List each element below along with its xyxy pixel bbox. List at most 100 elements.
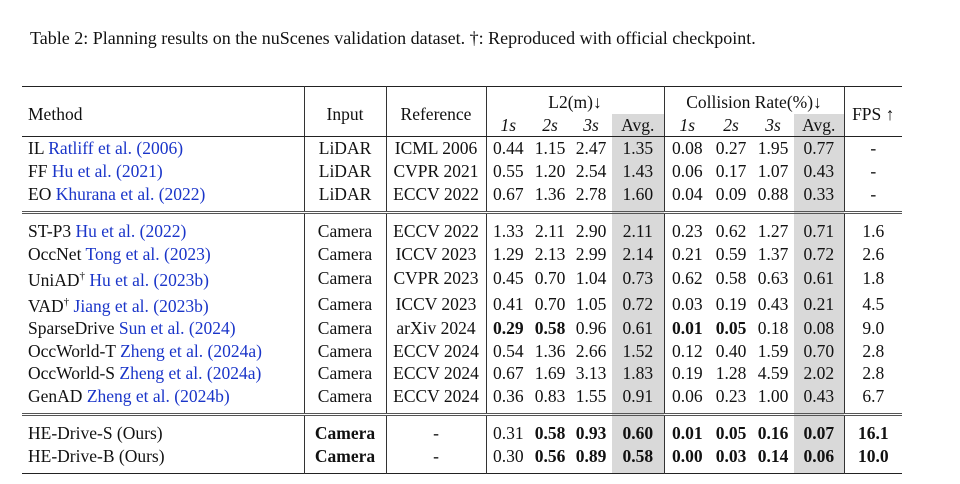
table-row: ST-P3 Hu et al. (2022) Camera ECCV 2022 1.3… — [22, 210, 902, 243]
header-l2: L2(m)↓ — [485, 86, 664, 114]
planning-results-table: Method Input Reference L2(m)↓ Collision … — [22, 86, 902, 475]
value-cell: 0.03 — [715, 446, 747, 467]
value-cell: 0.63 — [757, 268, 789, 289]
value-cell: 1.36 — [534, 183, 566, 204]
citation-link[interactable]: Ratliff et al. (2006) — [48, 138, 184, 159]
reference-cell: ECCV 2024 — [385, 362, 486, 385]
value-cell: 0.09 — [715, 183, 747, 204]
citation-link[interactable]: Hu et al. (2023b) — [89, 269, 209, 290]
method-name: OccWorld-S — [28, 363, 116, 384]
value-cell: 0.73 — [612, 265, 664, 291]
citation-link[interactable]: Zheng et al. (2024a) — [120, 340, 262, 361]
value-cell: 1.27 — [752, 210, 794, 243]
value-cell: 0.93 — [570, 413, 612, 445]
value-cell: 1.36 — [534, 340, 566, 361]
subheader-label: 2s — [723, 114, 739, 135]
method-cell: ST-P3 Hu et al. (2022) — [22, 210, 304, 243]
value-cell: 1.35 — [612, 136, 664, 160]
input-cell: Camera — [303, 413, 386, 445]
citation-link[interactable]: Hu et al. (2022) — [75, 221, 187, 242]
fps-cell: 4.5 — [843, 290, 902, 317]
citation-link[interactable]: Hu et al. (2021) — [51, 161, 163, 182]
value-cell: 0.21 — [794, 290, 844, 317]
value-cell: 0.21 — [663, 242, 710, 266]
value-cell: 0.62 — [710, 210, 752, 243]
method-cell: UniAD† Hu et al. (2023b) — [22, 265, 304, 291]
reference-cell: ECCV 2022 — [385, 210, 486, 243]
method-cell: GenAD Zheng et al. (2024b) — [22, 385, 304, 415]
value-cell: 0.70 — [794, 339, 844, 362]
citation-link[interactable]: Jiang et al. (2023b) — [73, 295, 209, 316]
value-cell: 1.05 — [575, 293, 607, 314]
value-cell: 4.59 — [757, 363, 789, 384]
method-cell: EO Khurana et al. (2022) — [22, 182, 304, 212]
subheader-3: Avg. — [612, 113, 664, 138]
reference-cell: - — [385, 413, 486, 445]
header-fps: FPS ↑ — [843, 86, 902, 138]
citation-link[interactable]: Khurana et al. (2022) — [55, 183, 206, 204]
reference-cell: - — [385, 444, 486, 474]
value-cell: 1.33 — [485, 210, 530, 243]
value-cell: 0.36 — [485, 384, 530, 415]
value-cell: 2.78 — [575, 183, 607, 204]
fps-cell: 2.8 — [843, 362, 902, 385]
fps-cell: 6.7 — [843, 384, 902, 415]
value-cell: 0.44 — [485, 136, 530, 160]
value-cell: 2.99 — [575, 243, 607, 264]
value-cell: 0.67 — [485, 362, 530, 385]
value-cell: 1.95 — [757, 138, 789, 159]
value-cell: 0.27 — [715, 138, 747, 159]
value-cell: 0.08 — [663, 136, 710, 160]
value-cell: 0.43 — [757, 293, 789, 314]
value-cell: 0.17 — [715, 161, 747, 182]
value-cell: 0.43 — [794, 159, 844, 183]
value-cell: 0.67 — [485, 182, 530, 213]
value-cell: 0.88 — [757, 183, 789, 204]
method-cell: OccWorld-S Zheng et al. (2024a) — [22, 362, 304, 385]
value-cell: 0.19 — [663, 362, 710, 385]
value-cell: 0.61 — [612, 316, 664, 340]
value-cell: 2.13 — [534, 243, 566, 264]
citation-link[interactable]: Tong et al. (2023) — [85, 243, 211, 264]
table-row: UniAD† Hu et al. (2023b) Camera CVPR 2023 0… — [22, 265, 902, 291]
value-cell: 0.70 — [534, 268, 566, 289]
method-name: UniAD — [28, 269, 80, 290]
value-cell: 2.14 — [612, 242, 664, 266]
value-cell: 1.04 — [575, 268, 607, 289]
table-row: GenAD Zheng et al. (2024b) Camera ECCV 202… — [22, 384, 902, 415]
value-cell: 0.91 — [612, 384, 664, 415]
reference-cell: ICCV 2023 — [385, 242, 486, 266]
value-cell: 0.83 — [534, 385, 566, 406]
input-cell: Camera — [303, 242, 386, 266]
table-row: VAD† Jiang et al. (2023b) Camera ICCV 2023… — [22, 290, 902, 317]
value-cell: 0.12 — [663, 339, 710, 362]
table-row: OccWorld-S Zheng et al. (2024a) Camera ECC… — [22, 362, 902, 385]
value-cell: 0.07 — [794, 413, 844, 445]
citation-link[interactable]: Sun et al. (2024) — [118, 318, 236, 339]
value-cell: 0.56 — [534, 446, 566, 467]
method-name: IL — [28, 138, 44, 159]
method-name: FF — [28, 161, 48, 182]
method-name: EO — [28, 183, 52, 204]
value-cell: 0.30 — [485, 444, 530, 474]
subheader-label: 3s — [583, 114, 599, 135]
value-cell: 0.89 — [575, 446, 607, 467]
value-cell: 0.70 — [534, 293, 566, 314]
value-cell: 1.28 — [715, 363, 747, 384]
value-cell: 0.06 — [794, 444, 844, 474]
value-cell: 0.05 — [715, 318, 747, 339]
value-cell: 0.05 — [710, 413, 752, 445]
value-cell: 0.16 — [752, 413, 794, 445]
method-cell: OccNet Tong et al. (2023) — [22, 243, 304, 266]
value-cell: 0.58 — [612, 444, 664, 474]
method-cell: FF Hu et al. (2021) — [22, 160, 304, 183]
table-row: IL Ratliff et al. (2006) LiDAR ICML 2006 0.… — [22, 136, 902, 160]
citation-link[interactable]: Zheng et al. (2024b) — [86, 385, 230, 406]
header-collision: Collision Rate(%)↓ — [663, 86, 844, 114]
table-row: EO Khurana et al. (2022) LiDAR ECCV 2022 0.… — [22, 182, 902, 213]
value-cell: 2.54 — [575, 161, 607, 182]
value-cell: 0.58 — [715, 268, 747, 289]
citation-link[interactable]: Zheng et al. (2024a) — [119, 363, 262, 384]
subheader-label: 2s — [542, 114, 558, 135]
value-cell: 0.14 — [757, 446, 789, 467]
